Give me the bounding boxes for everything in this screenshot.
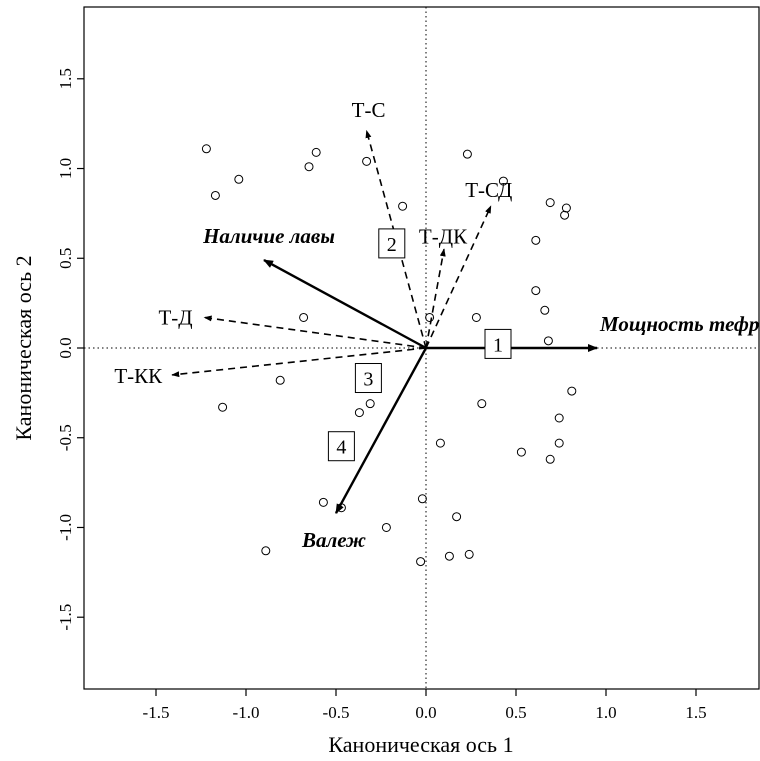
x-tick-label: -1.5: [143, 703, 170, 722]
site-point: [567, 386, 577, 396]
x-axis: -1.5 -1.0 -0.5 0.0 0.5 1.0 1.5: [143, 689, 707, 722]
x-tick-label: 0.0: [415, 703, 436, 722]
vector-label: Т-Д: [158, 305, 192, 329]
site-point: [531, 286, 541, 296]
site-point: [416, 557, 426, 567]
vector-label: Мощность тефры: [599, 312, 760, 336]
y-tick-label: 1.0: [56, 158, 75, 179]
site-point: [362, 156, 372, 166]
site-point: [545, 454, 555, 464]
vector-arrow: [334, 347, 428, 514]
site-point: [275, 375, 285, 385]
x-tick-label: 1.5: [685, 703, 706, 722]
x-axis-title: Каноническая ось 1: [328, 732, 513, 757]
vector-arrow: [425, 205, 492, 349]
vector-arrow: [171, 347, 427, 378]
site-point: [545, 198, 555, 208]
y-tick-label: -1.0: [56, 514, 75, 541]
site-point: [554, 413, 564, 423]
site-point: [462, 149, 472, 159]
site-point: [471, 312, 481, 322]
site-point: [554, 438, 564, 448]
box-frame: [484, 328, 512, 359]
box-frame: [354, 363, 382, 394]
y-tick-label: -1.5: [56, 604, 75, 631]
site-point: [417, 494, 427, 504]
site-point: [435, 438, 445, 448]
y-tick-label: 1.5: [56, 68, 75, 89]
site-point: [261, 546, 271, 556]
vector-label: Т-СД: [465, 178, 512, 202]
site-point: [304, 162, 314, 172]
site-point: [444, 551, 454, 561]
site-point: [381, 522, 391, 532]
box-label: 1: [493, 334, 503, 356]
vector-label: Т-КК: [114, 364, 163, 388]
box-frame: [378, 228, 406, 259]
site-point: [311, 147, 321, 157]
y-tick-label: -0.5: [56, 424, 75, 451]
site-point: [398, 201, 408, 211]
y-tick-label: 0.5: [56, 248, 75, 269]
x-tick-label: -1.0: [233, 703, 260, 722]
y-axis-title: Каноническая ось 2: [11, 255, 36, 440]
variable-vectors: Мощность тефры Наличие лавы Валеж Т-С Т-СД Т-…: [114, 98, 760, 552]
site-point: [464, 549, 474, 559]
box-label: 4: [336, 437, 346, 459]
x-tick-label: -0.5: [323, 703, 350, 722]
box-label: 2: [387, 234, 397, 256]
y-tick-label: 0.0: [56, 337, 75, 358]
site-point: [531, 235, 541, 245]
site-point: [210, 190, 220, 200]
site-points: [201, 144, 577, 567]
vector-arrow: [203, 315, 427, 349]
vector-arrow: [263, 259, 427, 350]
vector-label: Т-ДК: [419, 224, 468, 248]
site-point: [218, 402, 228, 412]
site-point: [477, 399, 487, 409]
site-point: [425, 312, 435, 322]
site-point: [354, 408, 364, 418]
site-point: [560, 210, 570, 220]
site-point: [234, 174, 244, 184]
site-point: [516, 447, 526, 457]
site-point: [201, 144, 211, 154]
box-frame: [327, 431, 355, 462]
vector-label: Наличие лавы: [202, 224, 335, 248]
site-point: [365, 399, 375, 409]
numbered-boxes: 1 2 3 4: [327, 228, 512, 462]
vector-label: Т-С: [352, 98, 386, 122]
vector-arrow: [425, 248, 446, 349]
site-point: [543, 336, 553, 346]
x-tick-label: 1.0: [595, 703, 616, 722]
y-axis: -1.5 -1.0 -0.5 0.0 0.5 1.0 1.5: [56, 68, 84, 631]
site-point: [540, 305, 550, 315]
x-tick-label: 0.5: [505, 703, 526, 722]
box-label: 3: [363, 369, 373, 391]
vector-label: Валеж: [301, 528, 366, 552]
site-point: [452, 512, 462, 522]
site-point: [498, 176, 508, 186]
site-point: [299, 312, 309, 322]
site-point: [318, 497, 328, 507]
